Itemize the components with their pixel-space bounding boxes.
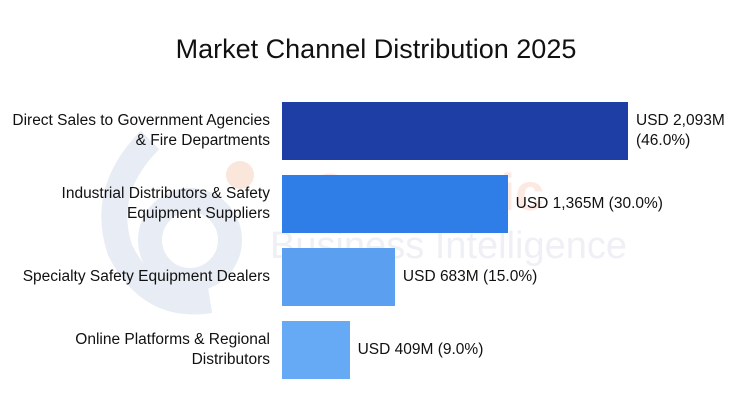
data-label: USD 409M (9.0%) <box>357 341 484 358</box>
bar <box>282 175 508 233</box>
bar <box>282 102 628 160</box>
data-label: USD 2,093M (46.0%) <box>636 112 725 149</box>
category-label: Industrial Distributors & Safety Equipme… <box>61 185 270 222</box>
data-label: USD 683M (15.0%) <box>402 268 538 285</box>
bar <box>282 248 395 306</box>
category-label: Specialty Safety Equipment Dealers <box>22 268 270 285</box>
bar <box>282 321 350 379</box>
data-label: USD 1,365M (30.0%) <box>515 195 663 212</box>
category-label: Online Platforms & Regional Distributors <box>75 331 270 368</box>
category-label: Direct Sales to Government Agencies & Fi… <box>12 112 270 149</box>
chart-title: Market Channel Distribution 2025 <box>175 34 577 64</box>
